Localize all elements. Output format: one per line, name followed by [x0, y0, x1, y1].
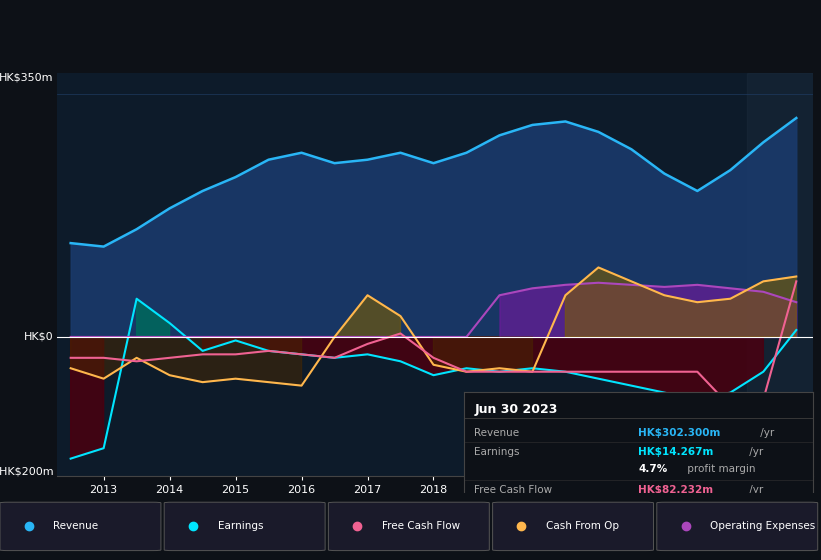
FancyBboxPatch shape: [657, 502, 818, 550]
Bar: [747, 73, 813, 476]
Text: /yr: /yr: [746, 447, 764, 458]
Text: /yr: /yr: [746, 505, 764, 515]
Text: HK$302.300m: HK$302.300m: [639, 428, 721, 438]
FancyBboxPatch shape: [328, 502, 489, 550]
Text: Revenue: Revenue: [53, 521, 99, 531]
Text: Operating Expenses: Operating Expenses: [475, 526, 580, 536]
Text: Operating Expenses: Operating Expenses: [710, 521, 815, 531]
FancyBboxPatch shape: [0, 502, 161, 550]
Text: 4.7%: 4.7%: [639, 464, 667, 474]
Text: Cash From Op: Cash From Op: [475, 505, 548, 515]
Text: HK$14.267m: HK$14.267m: [639, 447, 713, 458]
Text: -HK$200m: -HK$200m: [0, 466, 53, 476]
Text: Cash From Op: Cash From Op: [546, 521, 619, 531]
Text: HK$49.950m: HK$49.950m: [639, 526, 713, 536]
Text: HK$83.579m: HK$83.579m: [639, 505, 713, 515]
Text: Earnings: Earnings: [475, 447, 520, 458]
Text: /yr: /yr: [746, 526, 764, 536]
Text: Free Cash Flow: Free Cash Flow: [475, 486, 553, 495]
Text: Revenue: Revenue: [475, 428, 520, 438]
Text: HK$82.232m: HK$82.232m: [639, 486, 713, 495]
Text: profit margin: profit margin: [684, 464, 755, 474]
Text: HK$0: HK$0: [24, 332, 53, 342]
Text: HK$350m: HK$350m: [0, 73, 53, 83]
Text: /yr: /yr: [746, 486, 764, 495]
Text: /yr: /yr: [757, 428, 774, 438]
FancyBboxPatch shape: [164, 502, 325, 550]
Text: Jun 30 2023: Jun 30 2023: [475, 403, 557, 416]
Text: Free Cash Flow: Free Cash Flow: [382, 521, 460, 531]
FancyBboxPatch shape: [493, 502, 654, 550]
Text: Earnings: Earnings: [218, 521, 263, 531]
